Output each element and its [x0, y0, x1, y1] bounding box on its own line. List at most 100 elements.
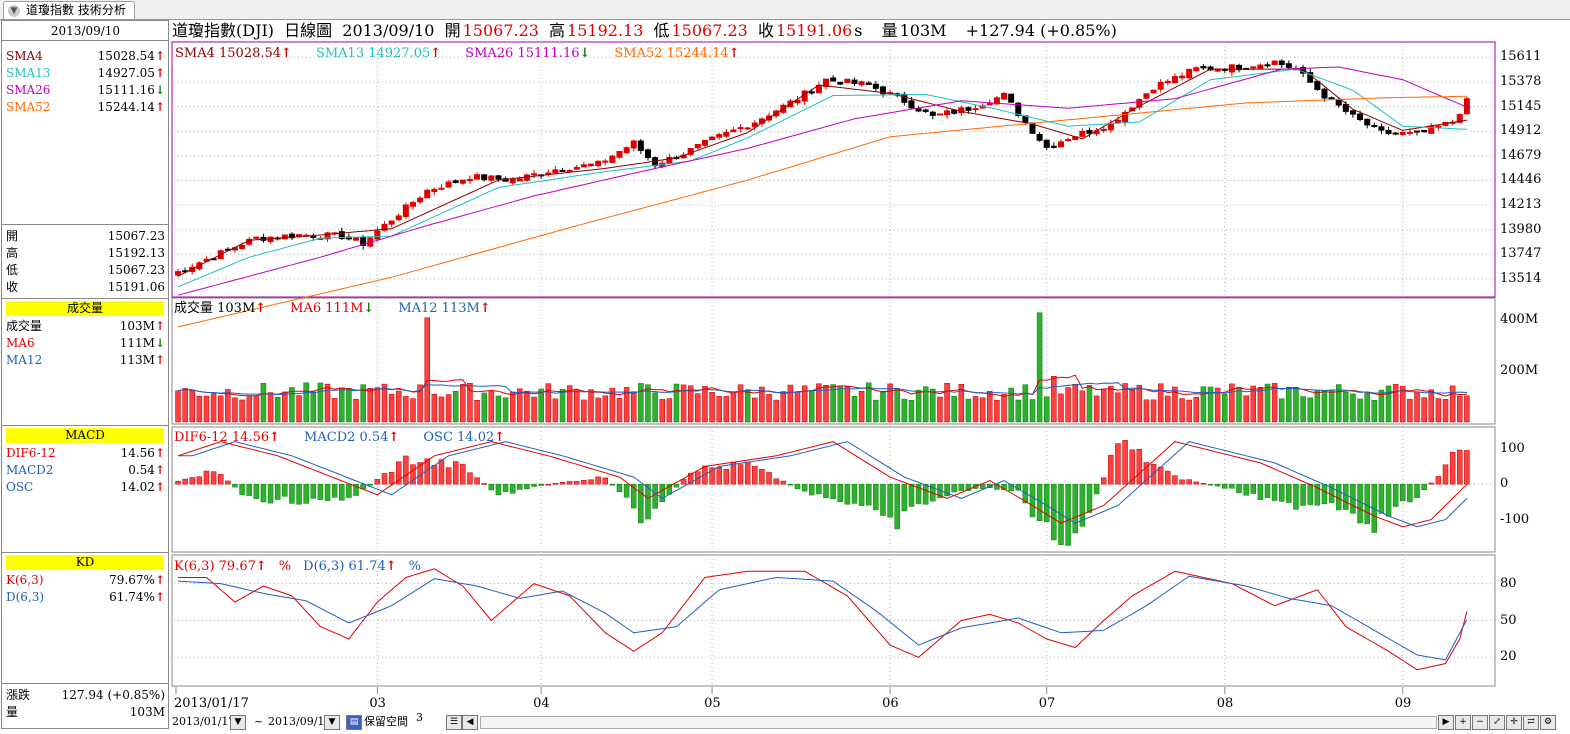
range-to-dropdown-icon[interactable]: ▼ [324, 715, 340, 730]
arrow-up-icon: ↑ [154, 590, 165, 604]
volume-bar [623, 387, 630, 423]
time-scrollbar[interactable] [480, 716, 1437, 729]
panel-summary: 漲跌 127.94 (+0.85%) 量 103M [2, 684, 168, 726]
panel-row-value: 15191.06 [107, 280, 165, 294]
candle-body [1065, 139, 1072, 142]
osc-bar [1165, 470, 1171, 485]
fit-icon[interactable]: ⤢ [1489, 715, 1505, 730]
arrow-up-icon: ↑ [154, 66, 165, 80]
legend-text: K(6,3) 79.67 [174, 559, 256, 574]
volume-bar [1036, 312, 1043, 423]
zoom-in-icon[interactable]: + [1455, 715, 1471, 730]
osc-bar [1051, 483, 1057, 541]
tab-technical-analysis[interactable]: ▼ 道瓊指數 技術分析 [3, 1, 135, 19]
osc-bar [1307, 483, 1313, 505]
osc-bar [794, 483, 801, 490]
arrow-down-icon: ↓ [579, 46, 591, 61]
zoom-out-icon[interactable]: − [1472, 715, 1488, 730]
legend-text: MACD2 0.54 [304, 430, 389, 445]
candle-body [630, 140, 637, 149]
candle-body [175, 271, 181, 276]
candle-body [623, 147, 630, 154]
low-label: 低 [653, 21, 670, 40]
legend-text: SMA52 15244.14 [614, 46, 729, 61]
candle-body [1171, 76, 1178, 84]
panel-row-label: SMA26 [6, 83, 51, 97]
volume-bar [944, 383, 950, 423]
volume-bar [467, 382, 473, 423]
grid-toggle-icon[interactable]: ☰ [446, 715, 462, 730]
candle-body [488, 175, 495, 181]
scroll-right-icon[interactable]: ▶ [1438, 715, 1454, 730]
arrow-down-icon: ↓ [154, 336, 165, 350]
osc-bar [951, 483, 957, 493]
legend-entry: OSC 14.02↑ [423, 430, 517, 445]
volume-bar [1435, 398, 1442, 423]
y-tick-label: 13980 [1500, 221, 1542, 237]
candle-body [1414, 130, 1421, 133]
compare-icon[interactable]: ⇄ [1523, 715, 1539, 730]
volume-bar [289, 387, 295, 423]
panel-date-text: 2013/09/10 [50, 24, 121, 38]
candle-body [531, 173, 538, 176]
pane-frame [171, 41, 1496, 298]
volume-bar [588, 389, 594, 423]
volume-bar [1350, 393, 1356, 423]
legend-entry: SMA52 15244.14↑ [614, 46, 751, 61]
panel-row: MA6 111M↓ [6, 335, 165, 351]
osc-bar [737, 464, 744, 485]
candle-body [972, 108, 979, 111]
osc-bar [424, 458, 430, 485]
candle-body [338, 231, 345, 239]
candle-body [438, 187, 445, 190]
osc-bar [702, 465, 708, 485]
tab-menu-icon[interactable]: ▼ [8, 5, 20, 17]
candle-body [1378, 126, 1385, 131]
panel-row: 高 15192.13 [6, 245, 165, 261]
candle-body [1164, 80, 1171, 84]
candle-body [1200, 65, 1207, 69]
osc-bar [1172, 475, 1178, 485]
osc-bar [1271, 483, 1278, 501]
osc-bar [1464, 450, 1470, 485]
osc-bar [324, 483, 331, 501]
osc-bar [395, 461, 402, 485]
candle-body [1406, 131, 1413, 134]
legend-text: SMA13 14927.05 [315, 46, 431, 61]
volume-bar [239, 399, 245, 423]
crosshair-icon[interactable]: ✛ [1506, 715, 1522, 730]
volume-bar [965, 398, 972, 423]
volume-bar [837, 385, 843, 423]
osc-bar [403, 455, 409, 485]
scroll-left-icon[interactable]: ◀ [462, 715, 478, 730]
volume-bar [873, 399, 879, 423]
osc-bar [1343, 483, 1349, 510]
volume-bar [574, 389, 580, 423]
candle-body [1321, 88, 1328, 99]
osc-bar [752, 466, 758, 485]
candle-body [1086, 129, 1093, 134]
candle-body [431, 188, 438, 192]
settings-icon[interactable]: ⚙ [1540, 715, 1556, 730]
volume-bar [1136, 385, 1143, 423]
candle-body [744, 127, 751, 130]
volume-bar [517, 388, 523, 423]
candle-body [922, 109, 929, 112]
candle-body [474, 174, 481, 180]
d-line [177, 575, 1468, 661]
candle-body [637, 140, 644, 151]
panel-row: K(6,3) 79.67%↑ [6, 572, 165, 588]
volume-bar [1222, 393, 1228, 423]
range-from-dropdown-icon[interactable]: ▼ [230, 715, 246, 730]
volume-bar [260, 383, 267, 423]
arrow-up-icon: ↑ [154, 463, 165, 477]
candle-body [751, 122, 758, 128]
panel-row: SMA26 15111.16↓ [6, 82, 165, 98]
osc-bar [545, 483, 552, 486]
reserve-space-icon[interactable]: ▤ [346, 715, 362, 730]
candle-body [1349, 110, 1356, 115]
osc-bar [481, 483, 487, 485]
candle-body [1357, 113, 1364, 121]
volume-bar [1157, 383, 1164, 423]
